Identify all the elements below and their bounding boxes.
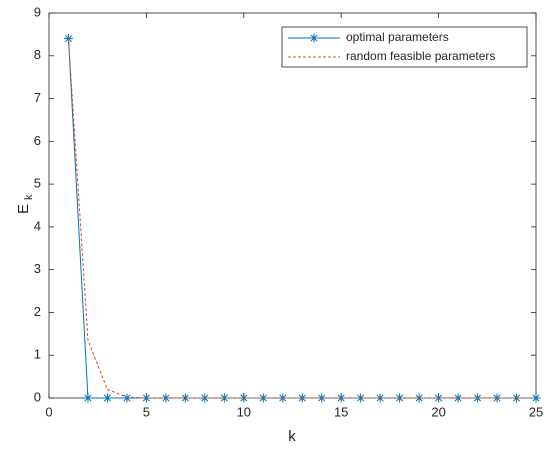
x-tick-label: 25 [529,404,543,419]
legend-label: random feasible parameters [346,49,495,63]
legend: optimal parameters random feasible parame… [281,26,528,68]
y-tick-label: 4 [34,218,41,233]
y-axis-label: E k [15,194,35,214]
y-tick-label: 9 [34,4,41,19]
y-tick-label: 2 [34,304,41,319]
data-marker [102,393,112,403]
y-tick-label: 1 [34,347,41,362]
y-tick-label: 3 [34,261,41,276]
data-marker [395,393,405,403]
x-tick-label: 5 [143,404,150,419]
series-line [67,38,536,399]
y-tick-label: 0 [34,389,41,404]
x-axis-label: k [288,428,296,445]
legend-marker [309,33,319,43]
data-marker [356,393,366,403]
x-tick-label: 0 [45,404,52,419]
plot-box [48,12,537,399]
x-tick-label: 10 [237,404,251,419]
data-marker [219,393,229,403]
data-marker [122,393,132,403]
data-marker [180,393,190,403]
y-tick-label: 6 [34,133,41,148]
x-tick-label: 15 [334,404,348,419]
y-axis-label-subscript: k [23,194,35,200]
data-marker [200,393,210,403]
y-axis-label-base: E [15,204,32,214]
data-marker [83,393,93,403]
data-marker [375,393,385,403]
y-tick-label: 8 [34,47,41,62]
y-tick-label: 7 [34,90,41,105]
x-tick-label: 20 [431,404,445,419]
data-marker [414,393,424,403]
legend-box [281,26,528,68]
legend-label: optimal parameters [346,30,449,44]
y-tick-label: 5 [34,176,41,191]
